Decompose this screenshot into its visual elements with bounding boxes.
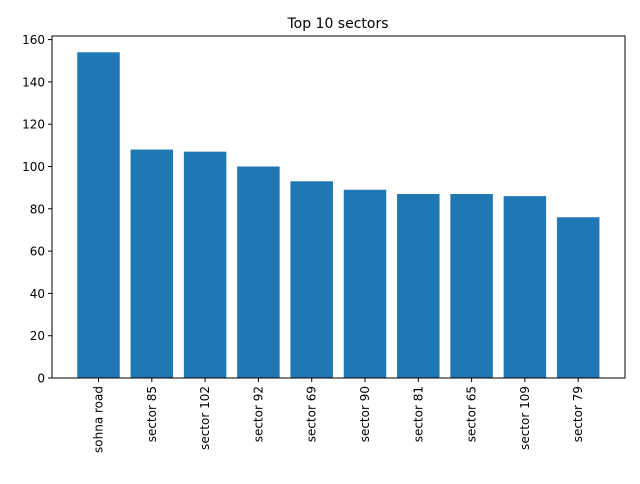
x-tick-label: sector 92 xyxy=(251,386,265,442)
x-tick-label: sector 109 xyxy=(518,386,532,450)
bar xyxy=(343,189,387,378)
y-tick-label: 80 xyxy=(30,202,45,216)
bar xyxy=(503,196,547,378)
x-tick-label: sector 81 xyxy=(411,386,425,442)
y-tick-label: 40 xyxy=(30,287,45,301)
x-tick-label: sector 79 xyxy=(571,386,585,442)
bar xyxy=(450,193,493,378)
plot-frame xyxy=(51,35,626,379)
bar xyxy=(77,52,120,378)
y-tick-label: 0 xyxy=(37,372,45,386)
y-tick-label: 120 xyxy=(22,118,45,132)
bar xyxy=(290,181,333,378)
x-tick-label: sector 102 xyxy=(198,386,212,450)
y-tick-label: 20 xyxy=(30,329,45,343)
bar xyxy=(237,166,280,378)
x-tick-label: sector 69 xyxy=(305,386,319,442)
x-tick-label: sector 90 xyxy=(358,386,372,442)
y-tick-label: 60 xyxy=(30,245,45,259)
bar xyxy=(397,193,440,378)
bars-group xyxy=(77,52,600,378)
y-tick-label: 160 xyxy=(22,33,45,47)
x-tick-label: sector 65 xyxy=(465,386,479,442)
y-axis-ticks: 0 20 40 60 80 100 120 140 160 xyxy=(22,33,52,386)
y-tick-label: 140 xyxy=(22,75,45,89)
bar xyxy=(130,149,174,378)
bar xyxy=(556,217,600,378)
y-tick-label: 100 xyxy=(22,160,45,174)
chart-title: Top 10 sectors xyxy=(286,16,388,32)
x-tick-label: sector 85 xyxy=(145,386,159,442)
bar xyxy=(183,151,227,378)
x-tick-label: sohna road xyxy=(92,386,106,453)
x-axis-ticks: sohna road sector 85 sector 102 sector 92 se… xyxy=(92,378,585,453)
